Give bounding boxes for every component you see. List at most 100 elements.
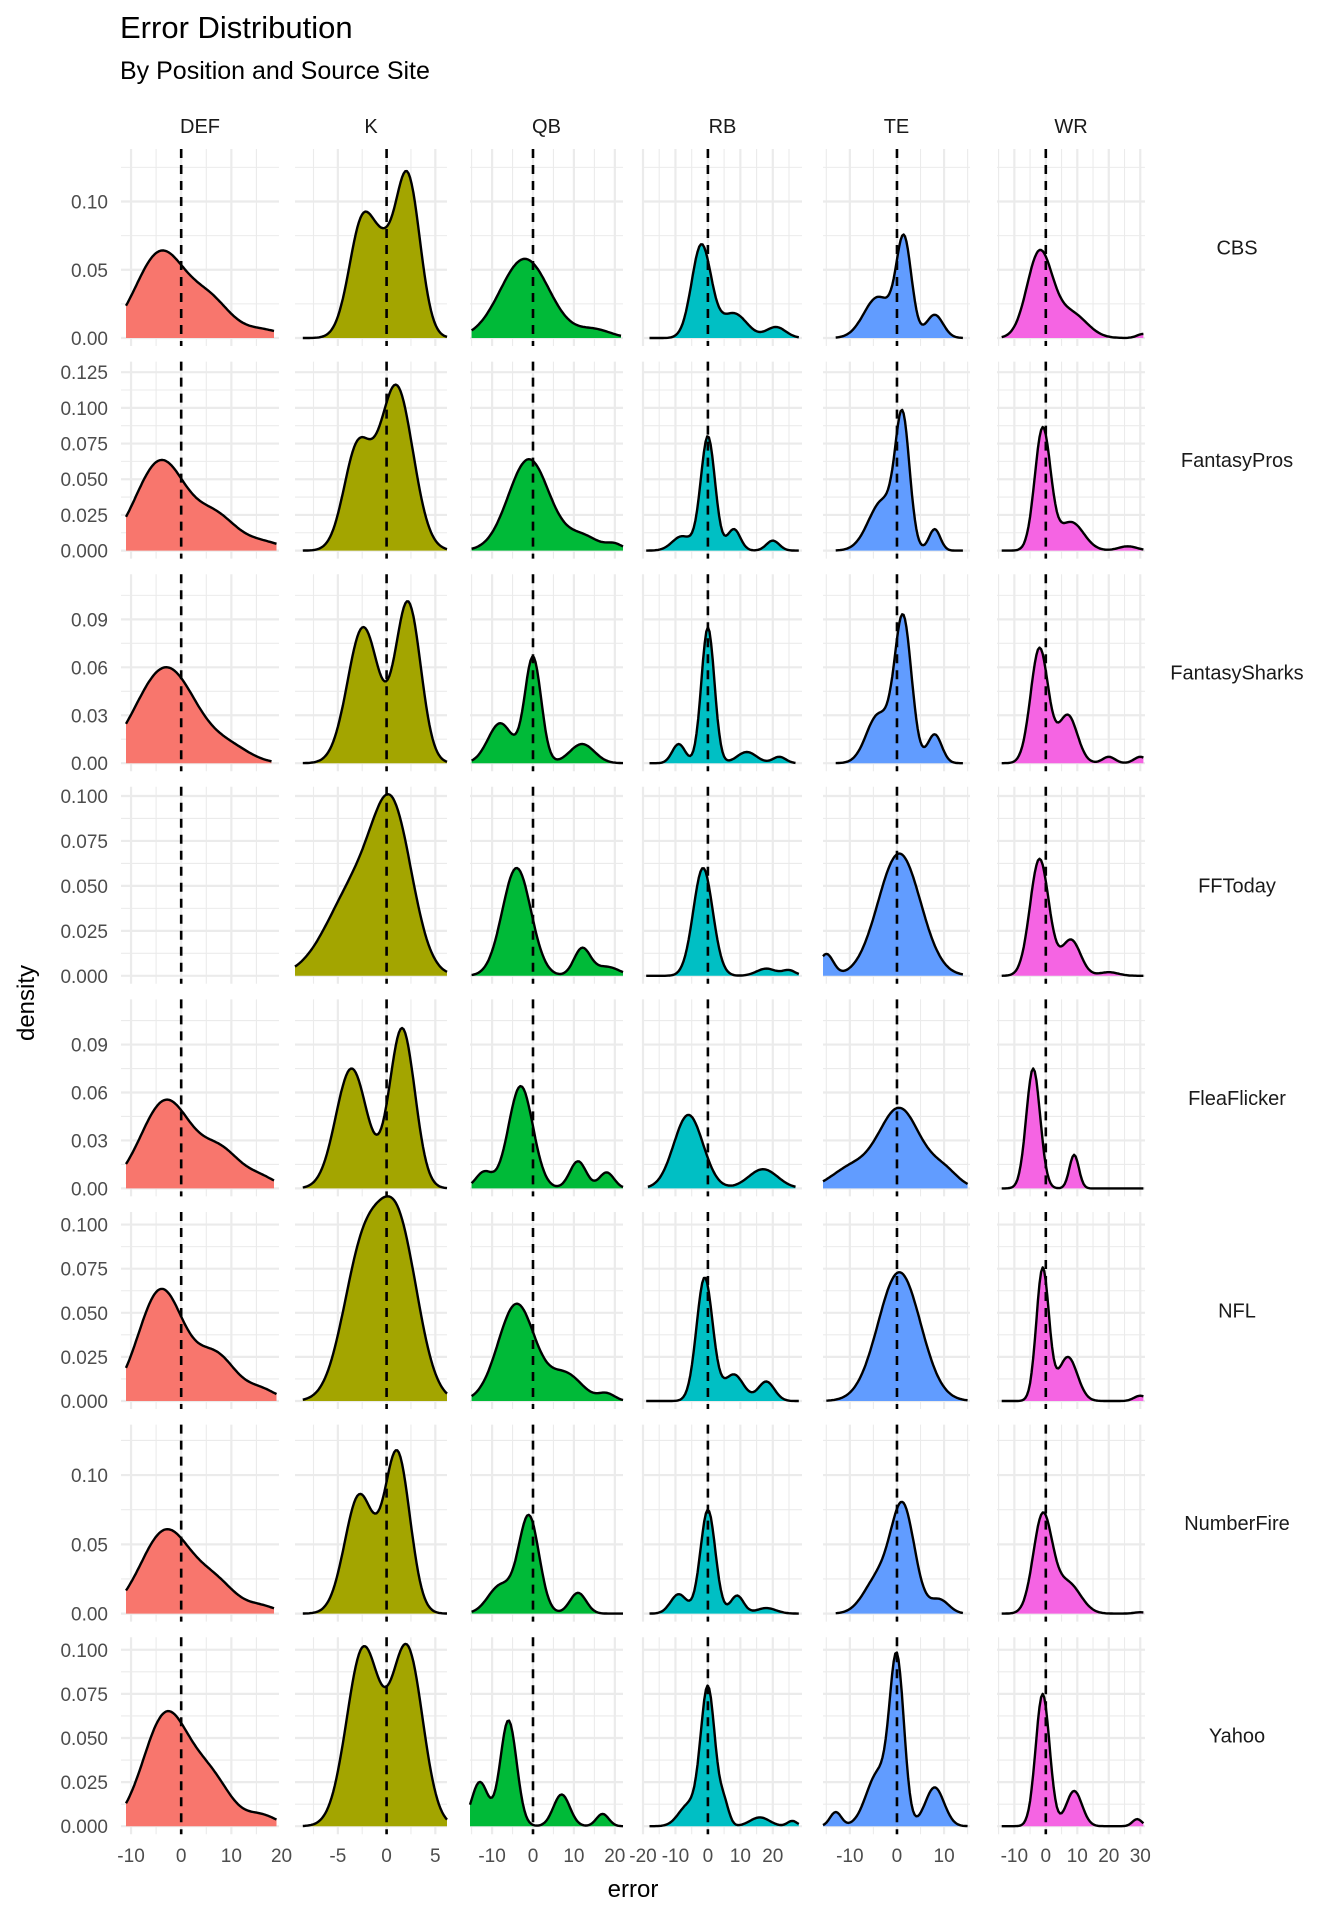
panel-cbs-qb bbox=[470, 149, 623, 346]
panel-numberfire-te bbox=[823, 1424, 970, 1622]
panel-nfl-def bbox=[121, 1212, 279, 1409]
density-line bbox=[124, 458, 277, 545]
row-label-yahoo: Yahoo bbox=[1209, 1726, 1265, 1748]
density-area bbox=[471, 1086, 623, 1189]
density-line bbox=[826, 1271, 968, 1402]
panel-fantasypros-def bbox=[121, 361, 279, 559]
density-line bbox=[302, 1026, 448, 1190]
density-line bbox=[124, 1098, 275, 1182]
row-label-fleaflicker: FleaFlicker bbox=[1188, 1088, 1286, 1110]
panel-yahoo-qb bbox=[468, 1637, 624, 1835]
panel-yahoo-wr bbox=[997, 1637, 1145, 1835]
y-axis-title: density bbox=[13, 965, 40, 1041]
density-line bbox=[470, 1084, 624, 1189]
density-line bbox=[302, 383, 448, 552]
y-tick-label: 0.000 bbox=[60, 1392, 108, 1413]
panel-fleaflicker-qb bbox=[470, 999, 624, 1197]
panel-numberfire-k bbox=[295, 1424, 447, 1622]
density-line bbox=[470, 257, 622, 337]
panel-fantasypros-rb bbox=[641, 361, 802, 559]
y-tick-label: 0.000 bbox=[60, 1817, 108, 1838]
density-area bbox=[649, 244, 799, 338]
density-line bbox=[471, 458, 624, 550]
y-tick-label: 0.00 bbox=[71, 1179, 108, 1200]
x-tick-label: -10 bbox=[662, 1846, 689, 1867]
chart-subtitle: By Position and Source Site bbox=[120, 57, 430, 85]
y-tick-label: 0.09 bbox=[71, 610, 108, 631]
x-tick-label: 10 bbox=[934, 1846, 955, 1867]
panel-fantasysharks-k bbox=[295, 574, 448, 772]
density-line bbox=[1001, 1067, 1144, 1190]
panel-fantasysharks-def bbox=[121, 574, 279, 772]
density-area bbox=[302, 1643, 447, 1827]
panel-fftoday-rb bbox=[641, 786, 802, 984]
panel-fftoday-k bbox=[294, 786, 448, 984]
density-line bbox=[649, 626, 796, 765]
density-area bbox=[470, 1720, 623, 1827]
panel-fleaflicker-rb bbox=[641, 999, 802, 1197]
y-tick-label: 0.075 bbox=[60, 1260, 108, 1281]
x-tick-label: 20 bbox=[762, 1846, 783, 1867]
density-area bbox=[1001, 1267, 1144, 1401]
y-tick-label: 0.100 bbox=[60, 1641, 108, 1662]
panel-yahoo-def bbox=[121, 1637, 279, 1835]
density-area bbox=[471, 1303, 623, 1401]
panel-fantasysharks-qb bbox=[470, 574, 623, 772]
y-tick-label: 0.09 bbox=[71, 1036, 108, 1057]
chart-title: Error Distribution bbox=[120, 10, 353, 45]
density-line bbox=[124, 249, 275, 333]
y-tick-label: 0.075 bbox=[60, 1685, 108, 1706]
y-tick-label: 0.100 bbox=[60, 1216, 108, 1237]
density-line bbox=[649, 243, 800, 340]
panel-fleaflicker-k bbox=[295, 999, 448, 1197]
y-tick-label: 0.025 bbox=[60, 506, 108, 527]
panel-fantasypros-te bbox=[823, 361, 970, 559]
density-area bbox=[1001, 427, 1144, 551]
x-tick-label: 20 bbox=[604, 1846, 625, 1867]
density-area bbox=[823, 853, 963, 976]
panel-nfl-rb bbox=[641, 1212, 802, 1409]
density-line bbox=[835, 408, 963, 552]
row-label-cbs: CBS bbox=[1216, 238, 1257, 260]
panel-numberfire-wr bbox=[997, 1424, 1145, 1622]
x-tick-label: 0 bbox=[528, 1846, 539, 1867]
density-line bbox=[1001, 425, 1144, 552]
density-line bbox=[1001, 1692, 1145, 1828]
x-tick-label: 20 bbox=[1098, 1846, 1119, 1867]
y-tick-label: 0.10 bbox=[71, 1466, 108, 1487]
x-tick-label: -10 bbox=[1001, 1846, 1028, 1867]
panel-numberfire-def bbox=[121, 1424, 279, 1622]
y-tick-label: 0.03 bbox=[71, 1131, 108, 1152]
column-label-qb: QB bbox=[532, 116, 561, 138]
density-area bbox=[835, 234, 963, 338]
y-tick-label: 0.06 bbox=[71, 658, 108, 679]
density-area bbox=[302, 384, 447, 551]
x-tick-label: 5 bbox=[430, 1846, 441, 1867]
y-tick-label: 0.025 bbox=[60, 1348, 108, 1369]
row-label-fantasypros: FantasyPros bbox=[1181, 450, 1293, 472]
x-tick-label: 20 bbox=[271, 1846, 292, 1867]
x-tick-label: 0 bbox=[176, 1846, 187, 1867]
panel-fantasysharks-te bbox=[823, 574, 970, 772]
panel-nfl-te bbox=[823, 1212, 970, 1409]
density-line bbox=[835, 1500, 964, 1615]
density-line bbox=[649, 1508, 799, 1615]
y-tick-label: 0.050 bbox=[60, 1304, 108, 1325]
density-line bbox=[822, 1651, 968, 1828]
panels: CBS 0.00 0.05 0.10 DEF K QB RB TE WR FantasyPros 0.… bbox=[60, 116, 1303, 1867]
x-axis-title: error bbox=[608, 1876, 659, 1903]
density-line bbox=[124, 1709, 278, 1821]
y-tick-label: 0.075 bbox=[60, 832, 108, 853]
panel-fftoday-wr bbox=[997, 786, 1145, 984]
density-area bbox=[1001, 1512, 1144, 1614]
y-tick-label: 0.05 bbox=[71, 261, 108, 282]
panel-cbs-te bbox=[823, 149, 970, 346]
density-line bbox=[646, 435, 799, 552]
panel-yahoo-rb bbox=[641, 1637, 802, 1835]
column-label-k: K bbox=[364, 116, 378, 138]
density-area bbox=[126, 460, 277, 551]
panel-cbs-rb bbox=[641, 149, 802, 346]
density-line bbox=[471, 1513, 623, 1615]
panel-yahoo-k bbox=[295, 1637, 448, 1835]
